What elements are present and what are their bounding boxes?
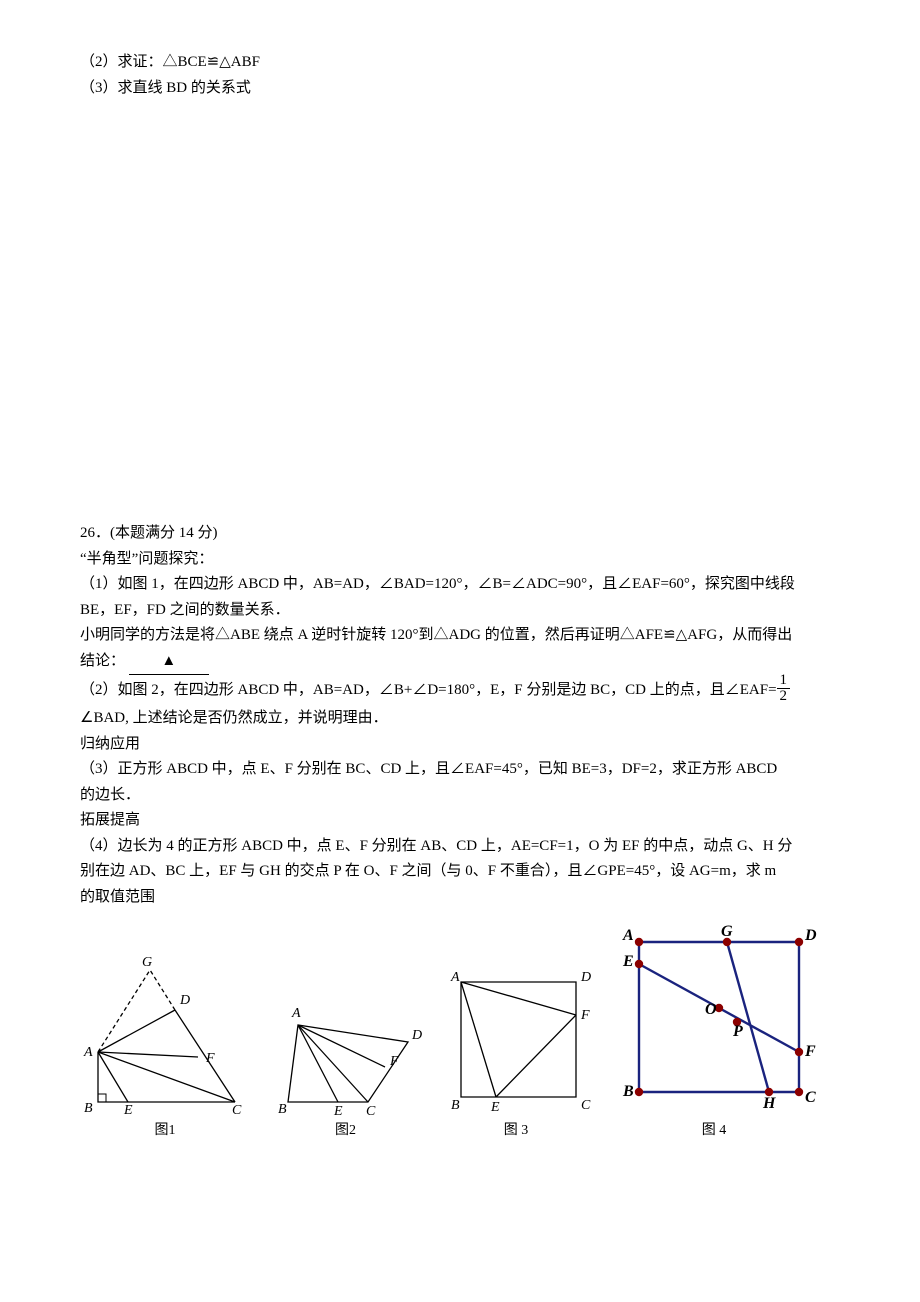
figure-3-caption: 图 3 <box>504 1119 529 1143</box>
q26-p1a: （1）如图 1，在四边形 ABCD 中，AB=AD，∠BAD=120°，∠B=∠… <box>80 572 840 598</box>
svg-text:F: F <box>580 1008 590 1023</box>
q26-p3b: 的边长． <box>80 783 840 809</box>
q26-p3hdr: 归纳应用 <box>80 732 840 758</box>
svg-text:A: A <box>450 970 460 985</box>
figure-row: ABECFDG 图1 ABECDF 图2 ADBCEF 图 3 AGDEBHCF… <box>80 922 840 1143</box>
svg-text:D: D <box>411 1028 422 1043</box>
q25-part3: （3）求直线 BD 的关系式 <box>80 76 840 102</box>
svg-text:A: A <box>83 1045 93 1060</box>
svg-text:C: C <box>581 1098 591 1113</box>
q26-p2a-text: （2）如图 2，在四边形 ABCD 中，AB=AD，∠B+∠D=180°，E，F… <box>80 682 777 698</box>
svg-text:B: B <box>622 1083 634 1100</box>
figure-1: A B E C F D G <box>80 952 250 1117</box>
svg-text:C: C <box>366 1104 376 1117</box>
svg-text:A: A <box>291 1006 301 1021</box>
figure-2-caption: 图2 <box>335 1119 356 1143</box>
q26-p2b: ∠BAD, 上述结论是否仍然成立，并说明理由． <box>80 706 840 732</box>
svg-text:D: D <box>179 993 190 1008</box>
q26-p1b: BE，EF，FD 之间的数量关系． <box>80 598 840 624</box>
svg-text:B: B <box>278 1102 287 1117</box>
figure-4-wrap: A G D E B H C F OP 图 4 <box>609 922 819 1143</box>
q26-blank: ▲ <box>129 649 209 676</box>
figure-1-wrap: A B E C F D G 图1 <box>80 952 250 1143</box>
figure-2: A B E C DF <box>268 967 423 1117</box>
q26-p4hdr: 拓展提高 <box>80 808 840 834</box>
fraction-half: 12 <box>777 673 791 704</box>
svg-text:P: P <box>732 1023 743 1040</box>
q25-part2: （2）求证：△BCE≌△ABF <box>80 50 840 76</box>
q26-p1d: 结论： ▲ <box>80 649 840 676</box>
q26-p4a: （4）边长为 4 的正方形 ABCD 中，点 E、F 分别在 AB、CD 上，A… <box>80 834 840 860</box>
svg-text:E: E <box>123 1103 133 1117</box>
svg-text:F: F <box>804 1043 816 1060</box>
figure-4-caption: 图 4 <box>702 1119 727 1143</box>
q26-p4c: 的取值范围 <box>80 885 840 911</box>
svg-text:D: D <box>580 970 591 985</box>
frac-den: 2 <box>777 689 791 704</box>
svg-text:G: G <box>721 923 733 940</box>
figure-1-caption: 图1 <box>155 1119 176 1143</box>
q26-p4b: 别在边 AD、BC 上，EF 与 GH 的交点 P 在 O、F 之间（与 0、F… <box>80 859 840 885</box>
svg-text:E: E <box>622 953 634 970</box>
svg-text:D: D <box>804 927 817 944</box>
page-root: （2）求证：△BCE≌△ABF （3）求直线 BD 的关系式 26．(本题满分 … <box>0 0 920 1203</box>
workspace-gap <box>80 101 840 521</box>
svg-text:A: A <box>622 927 634 944</box>
q26-title: “半角型”问题探究： <box>80 547 840 573</box>
frac-num: 1 <box>777 673 791 689</box>
figure-4: A G D E B H C F OP <box>609 922 819 1117</box>
svg-text:F: F <box>205 1051 215 1066</box>
q26-header: 26．(本题满分 14 分) <box>80 521 840 547</box>
figure-3: A D B C E F <box>441 967 591 1117</box>
q26-p1d-label: 结论： <box>80 653 125 669</box>
figure-2-wrap: A B E C DF 图2 <box>268 967 423 1143</box>
q26-p2a: （2）如图 2，在四边形 ABCD 中，AB=AD，∠B+∠D=180°，E，F… <box>80 675 840 706</box>
figure-3-wrap: A D B C E F 图 3 <box>441 967 591 1143</box>
q26-p3a: （3）正方形 ABCD 中，点 E、F 分别在 BC、CD 上，且∠EAF=45… <box>80 757 840 783</box>
svg-text:H: H <box>762 1095 776 1112</box>
svg-text:O: O <box>705 1001 717 1018</box>
svg-text:C: C <box>805 1089 816 1106</box>
svg-text:E: E <box>490 1100 500 1115</box>
svg-text:F: F <box>389 1054 399 1069</box>
q26-p1c: 小明同学的方法是将△ABE 绕点 A 逆时针旋转 120°到△ADG 的位置，然… <box>80 623 840 649</box>
svg-text:E: E <box>333 1104 343 1117</box>
svg-text:B: B <box>84 1101 93 1116</box>
svg-text:C: C <box>232 1103 242 1117</box>
svg-text:G: G <box>142 955 152 970</box>
svg-text:B: B <box>451 1098 460 1113</box>
